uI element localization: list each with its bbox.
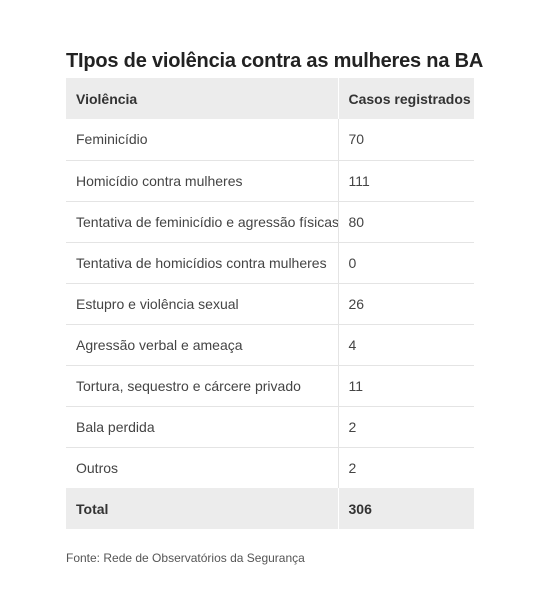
cases-count-cell: 26 (337, 283, 474, 325)
table-row: Tentativa de homicídios contra mulheres … (66, 242, 474, 284)
table-row: Homicídio contra mulheres 111 (66, 160, 474, 202)
violence-type-cell: Outros (76, 459, 119, 476)
column-header-cases: Casos registrados (337, 78, 474, 119)
total-row: Total 306 (66, 488, 474, 529)
cases-count-cell: 4 (337, 324, 474, 366)
violence-type-cell: Bala perdida (66, 406, 338, 448)
table-header-row: Violência Casos registrados (66, 78, 474, 119)
table-container: TIpos de violência contra as mulheres na… (66, 48, 484, 565)
cases-count-cell: 80 (337, 201, 474, 243)
violence-type-cell: Homicídio contra mulheres (66, 160, 338, 202)
violence-type-cell: Tentativa de homicídios contra mulheres (66, 242, 338, 284)
table-row: Estupro e violência sexual 26 (66, 283, 474, 325)
table-row: Outros 2 (66, 447, 474, 488)
table-row: Feminicídio 70 (66, 119, 474, 161)
column-header-violence: Violência (66, 78, 338, 119)
table-row: Tentativa de feminicídio e agressão físi… (66, 201, 474, 243)
violence-type-cell: Tentativa de feminicídio e agressão físi… (66, 201, 338, 243)
source-note: Fonte: Rede de Observatórios da Seguranç… (66, 551, 305, 565)
violence-type-cell: Agressão verbal e ameaça (66, 324, 338, 366)
table-row: Bala perdida 2 (66, 406, 474, 448)
table-row: Tortura, sequestro e cárcere privado 11 (66, 365, 474, 407)
violence-table: Violência Casos registrados Feminicídio … (66, 78, 474, 529)
cases-count-cell: 11 (337, 365, 474, 407)
cases-count-cell: 111 (337, 160, 474, 202)
violence-type-cell: Feminicídio (66, 119, 338, 161)
table-row: Agressão verbal e ameaça 4 (66, 324, 474, 366)
violence-type-cell: Tortura, sequestro e cárcere privado (66, 365, 338, 407)
cases-count-cell: 2 (337, 447, 474, 488)
table-title: TIpos de violência contra as mulheres na… (66, 50, 484, 72)
cases-count-cell: 0 (337, 242, 474, 284)
violence-type-cell: Estupro e violência sexual (66, 283, 338, 325)
total-value: 306 (337, 488, 474, 529)
total-label: Total (66, 488, 338, 529)
cases-count-cell: 2 (337, 406, 474, 448)
cases-count-cell: 70 (337, 119, 474, 161)
